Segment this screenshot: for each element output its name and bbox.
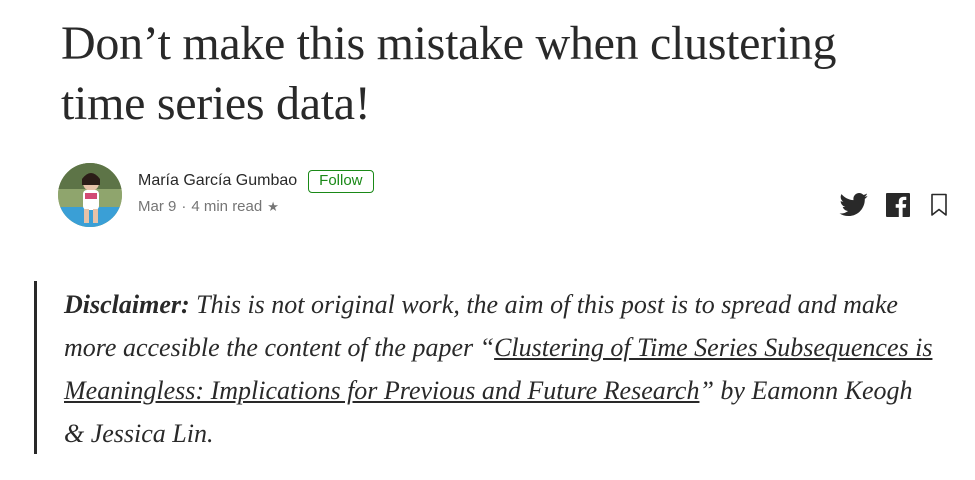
share-bar (839, 193, 948, 217)
read-time: 4 min read (191, 198, 263, 215)
disclaimer-text: Disclaimer: This is not original work, t… (64, 283, 934, 455)
twitter-icon[interactable] (839, 193, 869, 217)
article-title: Don’t make this mistake when clustering … (61, 17, 837, 130)
publish-date: Mar 9 (138, 198, 177, 215)
disclaimer-body-1: This is not original work, the aim of th… (64, 290, 898, 362)
bookmark-icon[interactable] (930, 193, 948, 217)
author-name[interactable]: María García Gumbao (138, 172, 298, 189)
meta-separator: · (181, 198, 187, 215)
follow-button[interactable]: Follow (308, 169, 374, 193)
paper-link[interactable]: Clustering of Time Series Subsequences i… (64, 333, 933, 405)
author-avatar[interactable] (58, 163, 122, 227)
disclaimer-label: Disclaimer: (64, 290, 190, 319)
author-row: María García Gumbao Follow Mar 9 · 4 min… (58, 163, 948, 229)
member-star-icon: ★ (267, 198, 279, 214)
disclaimer-body-2: ” by Eamonn Keogh & Jessica Lin. (64, 376, 913, 448)
disclaimer-blockquote: Disclaimer: This is not original work, t… (34, 281, 937, 454)
facebook-icon[interactable] (886, 193, 910, 217)
